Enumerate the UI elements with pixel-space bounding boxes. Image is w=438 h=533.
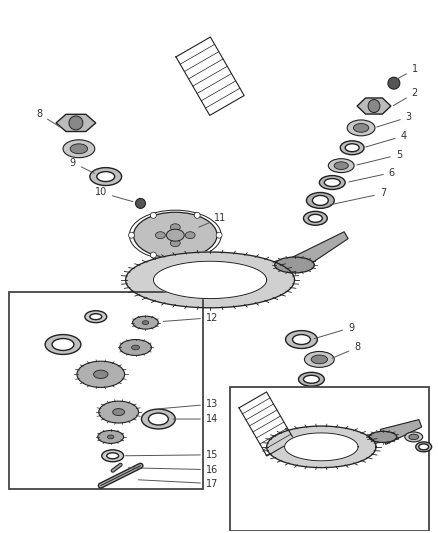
Ellipse shape (134, 212, 217, 258)
Polygon shape (357, 98, 391, 114)
Ellipse shape (52, 338, 74, 351)
Ellipse shape (319, 175, 345, 190)
Polygon shape (267, 426, 376, 467)
Text: 6: 6 (349, 167, 395, 182)
Ellipse shape (90, 168, 122, 185)
Polygon shape (290, 232, 348, 272)
Ellipse shape (286, 330, 318, 349)
Polygon shape (126, 252, 294, 308)
Ellipse shape (142, 321, 148, 325)
Ellipse shape (304, 212, 327, 225)
Polygon shape (285, 433, 358, 461)
Polygon shape (56, 114, 96, 132)
Ellipse shape (148, 413, 168, 425)
Text: 7: 7 (330, 189, 386, 205)
Circle shape (194, 212, 200, 219)
Text: 3: 3 (377, 112, 412, 127)
Polygon shape (380, 419, 422, 445)
Ellipse shape (275, 257, 314, 273)
Ellipse shape (334, 162, 348, 169)
Text: 9: 9 (70, 158, 94, 173)
Text: 9: 9 (314, 322, 354, 339)
Circle shape (128, 232, 134, 238)
Ellipse shape (90, 314, 102, 320)
Ellipse shape (45, 335, 81, 354)
Text: 8: 8 (332, 343, 360, 358)
Text: 1: 1 (397, 64, 418, 79)
Ellipse shape (409, 434, 419, 440)
Ellipse shape (340, 141, 364, 155)
Ellipse shape (77, 361, 124, 387)
Text: 11: 11 (199, 213, 226, 227)
Ellipse shape (419, 444, 429, 450)
Ellipse shape (102, 450, 124, 462)
Ellipse shape (107, 453, 119, 459)
Text: 4: 4 (366, 131, 407, 147)
Ellipse shape (113, 409, 124, 416)
Ellipse shape (345, 144, 359, 152)
Ellipse shape (94, 370, 108, 378)
Circle shape (150, 212, 156, 219)
Text: 12: 12 (163, 313, 218, 322)
Ellipse shape (170, 240, 180, 247)
Ellipse shape (405, 432, 423, 442)
Bar (9, 292, 203, 489)
Text: 2: 2 (393, 88, 418, 106)
Ellipse shape (69, 116, 83, 130)
Circle shape (150, 252, 156, 258)
Ellipse shape (70, 144, 88, 154)
Ellipse shape (170, 224, 180, 231)
Ellipse shape (97, 172, 115, 182)
Ellipse shape (131, 345, 140, 350)
Ellipse shape (304, 375, 319, 383)
Ellipse shape (85, 311, 107, 322)
Ellipse shape (293, 335, 311, 344)
Ellipse shape (120, 340, 152, 356)
Bar (230, 387, 429, 531)
Ellipse shape (99, 401, 138, 423)
Ellipse shape (304, 351, 334, 367)
Ellipse shape (185, 232, 195, 239)
Ellipse shape (328, 159, 354, 173)
Text: 8: 8 (36, 109, 60, 127)
Polygon shape (153, 261, 267, 298)
Ellipse shape (133, 316, 159, 329)
Ellipse shape (324, 179, 340, 187)
Circle shape (216, 232, 222, 238)
Circle shape (194, 252, 200, 258)
Circle shape (388, 77, 400, 89)
Ellipse shape (63, 140, 95, 158)
Ellipse shape (298, 373, 324, 386)
Ellipse shape (368, 100, 380, 112)
Text: 13: 13 (158, 399, 218, 409)
Ellipse shape (98, 431, 124, 443)
Text: 10: 10 (95, 188, 133, 201)
Ellipse shape (155, 232, 165, 239)
Ellipse shape (307, 192, 334, 208)
Ellipse shape (308, 214, 322, 222)
Ellipse shape (312, 196, 328, 205)
Ellipse shape (166, 229, 184, 241)
Ellipse shape (107, 435, 114, 439)
Ellipse shape (347, 120, 375, 136)
Ellipse shape (369, 431, 397, 442)
Ellipse shape (416, 442, 431, 452)
Text: 14: 14 (173, 414, 218, 424)
Text: 15: 15 (125, 450, 218, 460)
Circle shape (135, 198, 145, 208)
Text: 5: 5 (357, 150, 402, 165)
Ellipse shape (141, 409, 175, 429)
Ellipse shape (311, 355, 328, 364)
Ellipse shape (353, 124, 369, 132)
Text: 16: 16 (128, 465, 218, 475)
Text: 17: 17 (138, 479, 218, 489)
